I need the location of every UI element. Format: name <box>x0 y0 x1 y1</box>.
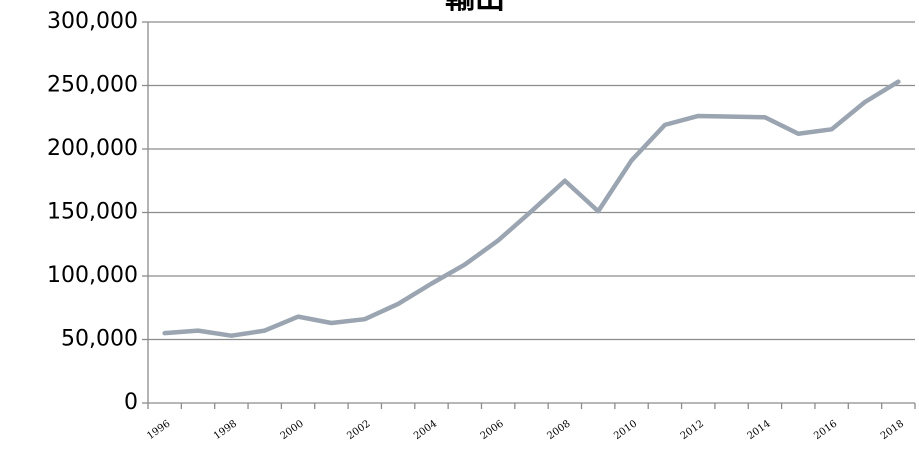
x-tick-label: 2004 <box>412 418 439 442</box>
x-tick-label: 2002 <box>345 418 372 442</box>
y-tick-label: 50,000 <box>61 327 138 352</box>
x-tick-label: 1996 <box>145 418 172 442</box>
y-tick-label: 300,000 <box>47 9 138 34</box>
data-line <box>162 79 901 338</box>
y-tick-label: 100,000 <box>47 263 138 288</box>
y-tick-label: 150,000 <box>47 200 138 225</box>
x-tick-label: 2010 <box>612 418 639 442</box>
x-tick-label: 2000 <box>279 418 306 442</box>
y-tick-label: 0 <box>124 390 138 415</box>
x-tick-label: 2014 <box>745 418 772 442</box>
x-tick-label: 2008 <box>545 418 572 442</box>
x-tick-label: 2018 <box>879 418 906 442</box>
x-tick-label: 2012 <box>679 418 706 442</box>
x-tick-label: 2016 <box>812 418 839 442</box>
y-tick-label: 250,000 <box>47 73 138 98</box>
y-tick-label: 200,000 <box>47 136 138 161</box>
chart-title: 輸出 <box>445 0 505 16</box>
x-tick-label: 1998 <box>212 418 239 442</box>
x-tick-label: 2006 <box>479 418 506 442</box>
